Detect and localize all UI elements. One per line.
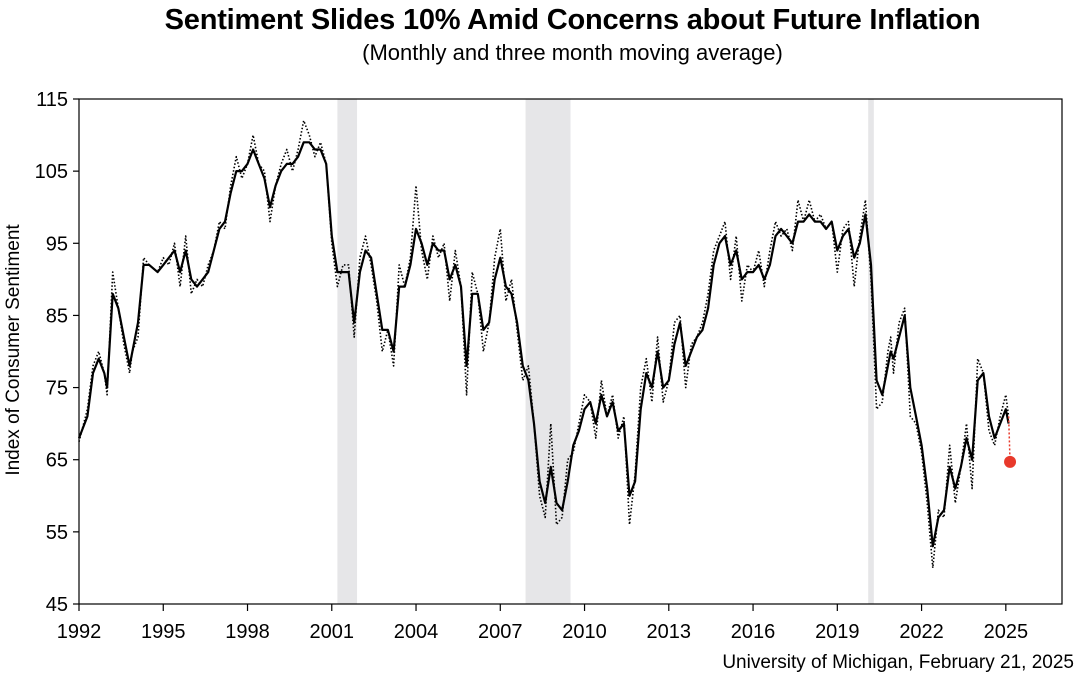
- latest-connector: [1007, 416, 1011, 462]
- x-axis: 1992 1995 1998 2001 2004 2007 2010 2013 2016 2019…: [57, 604, 1028, 643]
- chart-title: Sentiment Slides 10% Amid Concerns about…: [164, 4, 981, 36]
- x-tick-label: 2016: [731, 621, 776, 643]
- y-tick-label: 95: [46, 233, 68, 255]
- plot-area: [78, 98, 1063, 605]
- recession-band-1: [525, 99, 571, 604]
- y-tick-label: 65: [46, 450, 68, 472]
- x-tick-label: 1992: [57, 621, 102, 643]
- x-tick-label: 2025: [984, 621, 1029, 643]
- chart-subtitle: (Monthly and three month moving average): [362, 40, 783, 65]
- x-tick-label: 1998: [225, 621, 270, 643]
- recession-band-2: [868, 99, 874, 604]
- y-tick-label: 85: [46, 305, 68, 327]
- x-tick-label: 2022: [899, 621, 944, 643]
- series-lines: [77, 119, 1017, 569]
- x-tick-label: 1995: [141, 621, 186, 643]
- latest-point-marker: [1004, 455, 1017, 468]
- x-tick-label: 2013: [647, 621, 692, 643]
- source-note: University of Michigan, February 21, 202…: [722, 652, 1074, 673]
- y-tick-label: 45: [46, 594, 68, 616]
- x-tick-label: 2010: [562, 621, 607, 643]
- y-tick-label: 75: [46, 378, 68, 400]
- x-tick-label: 2007: [478, 621, 523, 643]
- y-axis-label: Index of Consumer Sentiment: [3, 224, 24, 476]
- y-tick-label: 105: [35, 161, 68, 183]
- recession-bands: [337, 99, 874, 604]
- y-tick-label: 55: [46, 522, 68, 544]
- recession-band-0: [337, 99, 358, 604]
- y-tick-label: 115: [36, 89, 68, 111]
- y-axis: 115 105 95 85 75 65 55 45: [35, 89, 79, 616]
- moving-average-line: [77, 141, 1010, 548]
- x-tick-label: 2001: [310, 621, 355, 643]
- x-tick-label: 2019: [815, 621, 860, 643]
- monthly-series-line: [78, 119, 1010, 569]
- x-tick-label: 2004: [394, 621, 439, 643]
